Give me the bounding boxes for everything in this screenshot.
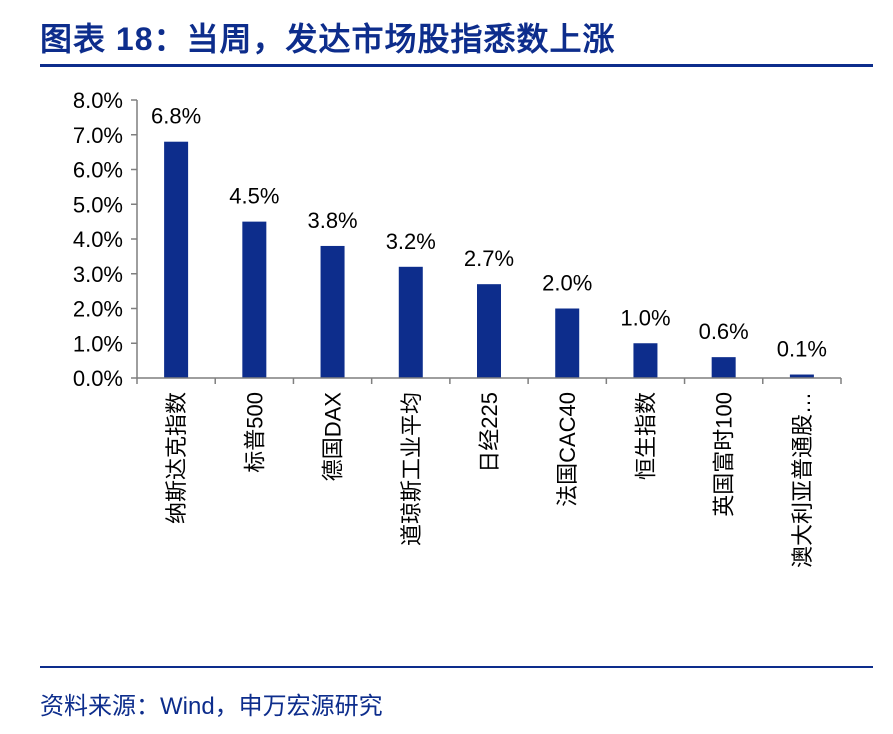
data-label: 2.7% (464, 246, 514, 271)
title-divider (40, 64, 873, 67)
category-label: 纳斯达克指数 (164, 392, 189, 524)
category-label: 道琼斯工业平均 (399, 392, 424, 546)
bar (320, 245, 345, 378)
data-label: 1.0% (620, 305, 670, 330)
data-label: 6.8% (151, 104, 201, 129)
y-tick-label: 6.0% (73, 158, 123, 183)
chart-title: 图表 18：当周，发达市场股指悉数上涨 (40, 21, 616, 57)
bar (789, 374, 814, 378)
data-label: 2.0% (542, 271, 592, 296)
category-label: 标普500 (242, 392, 267, 473)
y-tick-label: 8.0% (73, 88, 123, 113)
bar (398, 266, 423, 378)
y-tick-label: 5.0% (73, 192, 123, 217)
category-label: 英国富时100 (712, 392, 737, 517)
bar-chart: 0.0% 1.0% 2.0% 3.0% 4.0% 5.0% 6.0% 7.0% 8.0% 6.8… (73, 88, 842, 568)
category-label: 德国DAX (321, 392, 346, 482)
bar (477, 284, 501, 378)
y-tick-label: 4.0% (73, 227, 123, 252)
x-axis: 纳斯达克指数 标普500 德国DAX 道琼斯工业平均 日经225 法国CAC40 恒生指数 英… (136, 377, 842, 568)
category-label: 日经225 (477, 392, 502, 473)
bar (633, 343, 658, 378)
data-label: 0.1% (777, 337, 827, 362)
category-label: 澳大利亚普通股… (790, 392, 815, 568)
y-tick-label: 3.0% (73, 262, 123, 287)
data-label: 3.8% (307, 208, 357, 233)
bar (242, 221, 267, 378)
y-tick-label: 1.0% (73, 331, 123, 356)
bar (555, 308, 580, 378)
data-label: 3.2% (386, 229, 436, 254)
category-label: 恒生指数 (633, 392, 658, 480)
data-label: 0.6% (699, 319, 749, 344)
data-label: 4.5% (229, 184, 279, 209)
category-label: 法国CAC40 (555, 392, 580, 507)
y-tick-label: 2.0% (73, 297, 123, 322)
y-axis: 0.0% 1.0% 2.0% 3.0% 4.0% 5.0% 6.0% 7.0% 8.0% (73, 88, 138, 391)
bars: 6.8% 4.5% 3.8% 3.2% 2.7% 2.0% 1.0% 0.6% 0.1% (151, 104, 827, 378)
y-tick-label: 0.0% (73, 366, 123, 391)
footer-divider (40, 666, 873, 668)
bar (164, 141, 189, 378)
bar (711, 357, 736, 378)
y-tick-label: 7.0% (73, 123, 123, 148)
source-note: 资料来源：Wind，申万宏源研究 (40, 693, 383, 720)
